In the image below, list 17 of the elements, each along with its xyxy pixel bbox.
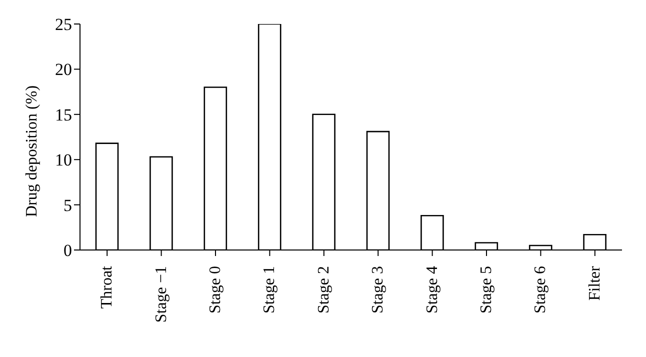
x-tick-label: Stage 5 xyxy=(478,266,495,314)
x-tick-label: Stage 2 xyxy=(315,266,332,314)
y-axis-title: Drug deposition (%) xyxy=(24,85,41,217)
x-tick-label: Stage 0 xyxy=(207,266,224,314)
y-tick-label: 20 xyxy=(55,60,72,80)
x-tick-label: Stage 4 xyxy=(424,266,441,314)
x-tick-label: Stage −1 xyxy=(152,266,170,323)
x-tick-label: Filter xyxy=(586,265,604,301)
y-tick-label: 25 xyxy=(55,15,72,34)
y-tick-label: 0 xyxy=(64,241,72,260)
x-tick-label: Stage 1 xyxy=(261,266,278,314)
y-tick-label: 5 xyxy=(64,196,72,215)
x-tick-label: Stage 3 xyxy=(370,266,387,314)
y-tick-label: 15 xyxy=(55,105,72,124)
x-tick-label: Stage 6 xyxy=(532,266,550,314)
y-tick-label: 10 xyxy=(55,150,72,170)
x-tick-label: Throat xyxy=(98,265,116,309)
